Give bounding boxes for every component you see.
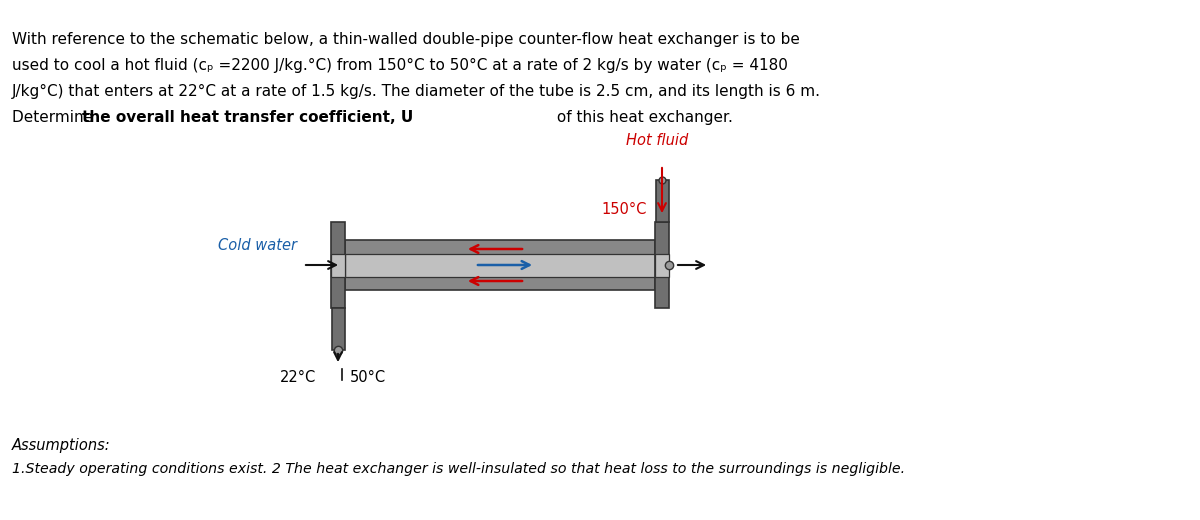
Bar — [655, 222, 670, 308]
Bar — [655, 254, 670, 277]
Bar — [331, 308, 344, 350]
Text: Hot fluid: Hot fluid — [626, 133, 688, 148]
Text: With reference to the schematic below, a thin-walled double-pipe counter-flow he: With reference to the schematic below, a… — [12, 32, 800, 47]
Bar — [331, 222, 346, 308]
Text: 22°C: 22°C — [280, 370, 316, 385]
Text: 150°C: 150°C — [601, 202, 647, 217]
Text: Cold water: Cold water — [218, 238, 298, 253]
Text: the overall heat transfer coefficient, U: the overall heat transfer coefficient, U — [82, 110, 413, 125]
Bar — [346, 240, 655, 290]
Text: Determine: Determine — [12, 110, 98, 125]
Text: 1.Steady operating conditions exist. 2 The heat exchanger is well-insulated so t: 1.Steady operating conditions exist. 2 T… — [12, 462, 905, 476]
Bar — [655, 180, 668, 222]
Bar — [331, 254, 346, 277]
Bar — [346, 254, 655, 277]
Text: 50°C: 50°C — [350, 370, 386, 385]
Text: Assumptions:: Assumptions: — [12, 438, 110, 453]
Text: of this heat exchanger.: of this heat exchanger. — [552, 110, 733, 125]
Text: J/kg°C) that enters at 22°C at a rate of 1.5 kg/s. The diameter of the tube is 2: J/kg°C) that enters at 22°C at a rate of… — [12, 84, 821, 99]
Text: used to cool a hot fluid (cₚ =2200 J/kg.°C) from 150°C to 50°C at a rate of 2 kg: used to cool a hot fluid (cₚ =2200 J/kg.… — [12, 58, 788, 73]
